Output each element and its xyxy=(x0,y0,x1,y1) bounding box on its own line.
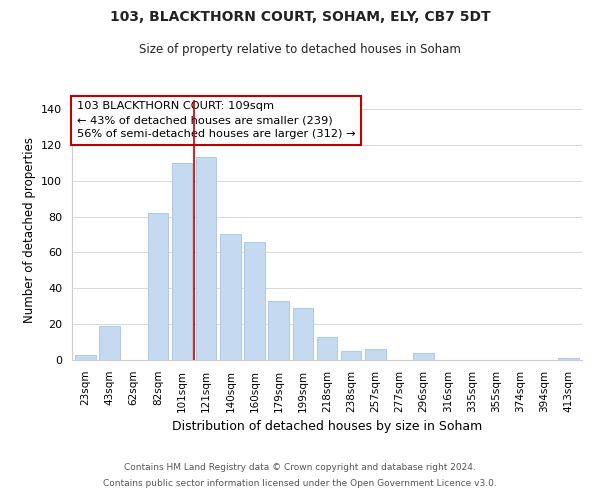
Bar xyxy=(99,326,120,360)
Bar xyxy=(365,349,386,360)
Bar xyxy=(75,354,95,360)
Text: Size of property relative to detached houses in Soham: Size of property relative to detached ho… xyxy=(139,42,461,56)
Bar xyxy=(244,242,265,360)
Bar xyxy=(196,158,217,360)
Bar xyxy=(220,234,241,360)
Text: 103 BLACKTHORN COURT: 109sqm
← 43% of detached houses are smaller (239)
56% of s: 103 BLACKTHORN COURT: 109sqm ← 43% of de… xyxy=(77,102,356,140)
Bar xyxy=(317,336,337,360)
Bar xyxy=(148,213,168,360)
Text: Contains HM Land Registry data © Crown copyright and database right 2024.: Contains HM Land Registry data © Crown c… xyxy=(124,464,476,472)
Bar xyxy=(341,351,361,360)
Bar xyxy=(268,301,289,360)
Bar xyxy=(559,358,579,360)
Bar xyxy=(293,308,313,360)
X-axis label: Distribution of detached houses by size in Soham: Distribution of detached houses by size … xyxy=(172,420,482,433)
Y-axis label: Number of detached properties: Number of detached properties xyxy=(23,137,35,323)
Text: 103, BLACKTHORN COURT, SOHAM, ELY, CB7 5DT: 103, BLACKTHORN COURT, SOHAM, ELY, CB7 5… xyxy=(110,10,490,24)
Text: Contains public sector information licensed under the Open Government Licence v3: Contains public sector information licen… xyxy=(103,478,497,488)
Bar xyxy=(172,163,192,360)
Bar xyxy=(413,353,434,360)
